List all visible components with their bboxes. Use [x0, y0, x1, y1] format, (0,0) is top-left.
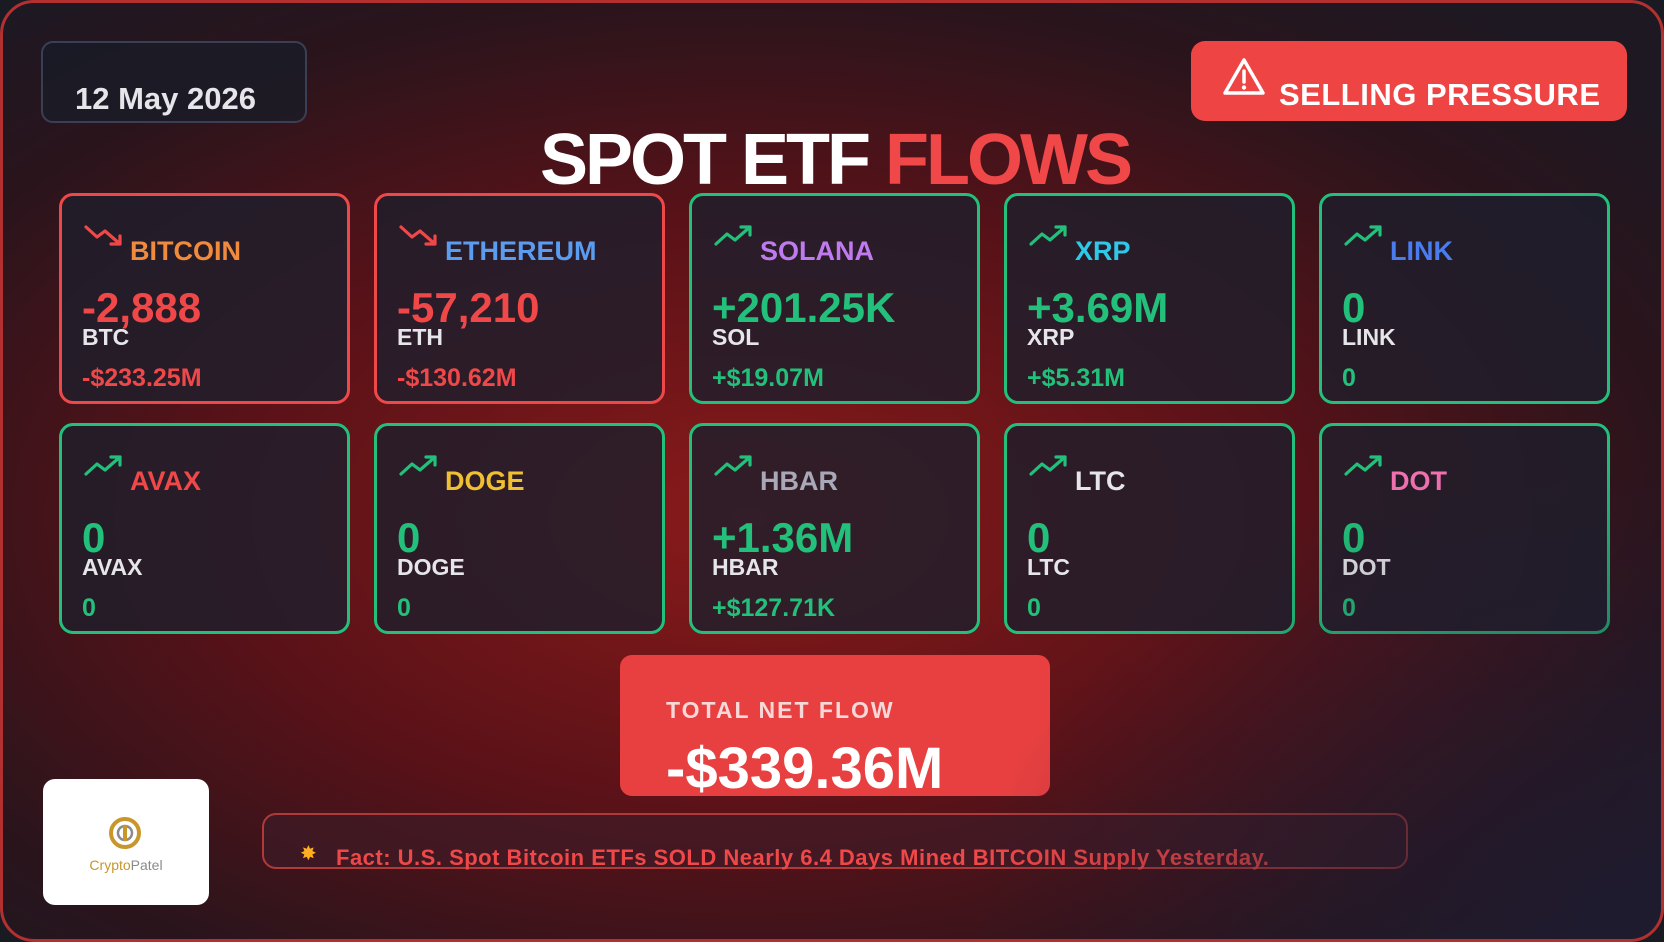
coin-amount: 0 [1342, 284, 1366, 331]
coin-usd-value: 0 [1342, 364, 1356, 392]
trending-down-icon [399, 225, 437, 246]
trending-down-icon [84, 225, 122, 246]
total-net-flow-box: TOTAL NET FLOW -$339.36M [620, 655, 1050, 801]
coin-amount: +3.69M [1027, 284, 1169, 331]
trending-up-icon [1344, 225, 1382, 246]
coin-card-sol: SOLANA +201.25K SOL +$19.07M [689, 193, 980, 404]
coin-amount: +1.36M [712, 514, 854, 561]
warning-icon [1223, 58, 1265, 95]
trending-up-icon [1344, 455, 1382, 476]
collision-icon: ✸ [300, 843, 317, 865]
coin-symbol: DOGE [397, 554, 465, 580]
total-net-flow-value: -$339.36M [666, 736, 944, 801]
coin-name: SOLANA [760, 236, 874, 266]
trending-up-icon [399, 455, 437, 476]
coin-card-dot: DOT 0 DOT 0 [1319, 423, 1610, 634]
coin-symbol: DOT [1342, 554, 1391, 580]
coin-usd-value: +$19.07M [712, 364, 824, 392]
coin-amount: 0 [1027, 514, 1051, 561]
coin-card-link: LINK 0 LINK 0 [1319, 193, 1610, 404]
coin-name: AVAX [130, 466, 202, 496]
coin-amount: -2,888 [82, 284, 202, 331]
coin-symbol: LINK [1342, 324, 1396, 350]
title-part-white: SPOT ETF [540, 120, 871, 200]
fact-text: Fact: U.S. Spot Bitcoin ETFs SOLD Nearly… [336, 845, 1270, 870]
coin-name: DOGE [445, 466, 525, 496]
coin-name: HBAR [760, 466, 838, 496]
selling-pressure-badge: SELLING PRESSURE [1191, 41, 1627, 121]
coin-card-hbar: HBAR +1.36M HBAR +$127.71K [689, 423, 980, 634]
coin-symbol: BTC [82, 324, 130, 350]
trending-up-icon [714, 225, 752, 246]
coin-name: XRP [1075, 236, 1131, 266]
coin-usd-value: -$130.62M [397, 364, 517, 392]
coin-card-btc: BITCOIN -2,888 BTC -$233.25M [59, 193, 350, 404]
coin-amount: 0 [397, 514, 421, 561]
coin-card-avax: AVAX 0 AVAX 0 [59, 423, 350, 634]
coin-symbol: LTC [1027, 554, 1071, 580]
coin-symbol: XRP [1027, 324, 1075, 350]
coin-name: BITCOIN [130, 236, 241, 266]
total-net-flow-label: TOTAL NET FLOW [666, 697, 895, 723]
trending-up-icon [1029, 455, 1067, 476]
coin-card-xrp: XRP +3.69M XRP +$5.31M [1004, 193, 1295, 404]
trending-up-icon [714, 455, 752, 476]
coin-card-ltc: LTC 0 LTC 0 [1004, 423, 1295, 634]
coin-card-eth: ETHEREUM -57,210 ETH -$130.62M [374, 193, 665, 404]
coin-usd-value: 0 [82, 594, 96, 622]
coin-usd-value: +$127.71K [712, 594, 836, 622]
coin-symbol: AVAX [82, 554, 143, 580]
logo-mark-icon [109, 817, 141, 849]
coin-amount: -57,210 [397, 284, 540, 331]
logo-text-crypto: Crypto [89, 857, 131, 873]
coin-usd-value: +$5.31M [1027, 364, 1125, 392]
coin-amount: 0 [82, 514, 106, 561]
coin-symbol: SOL [712, 324, 760, 350]
coin-usd-value: 0 [1027, 594, 1041, 622]
coin-name: DOT [1390, 466, 1447, 496]
coin-usd-value: -$233.25M [82, 364, 202, 392]
trending-up-icon [84, 455, 122, 476]
fact-banner: ✸ Fact: U.S. Spot Bitcoin ETFs SOLD Near… [262, 813, 1408, 870]
date-box: 12 May 2026 [41, 41, 307, 123]
coin-name: LINK [1390, 236, 1453, 266]
coin-amount: 0 [1342, 514, 1366, 561]
coin-card-doge: DOGE 0 DOGE 0 [374, 423, 665, 634]
alert-label: SELLING PRESSURE [1279, 77, 1601, 112]
coin-usd-value: 0 [1342, 594, 1356, 622]
coin-name: LTC [1075, 466, 1126, 496]
page-title: SPOT ETF FLOWS [3, 119, 1661, 201]
coin-name: ETHEREUM [445, 236, 597, 266]
coin-symbol: HBAR [712, 554, 779, 580]
date-label: 12 May 2026 [75, 81, 256, 116]
coin-usd-value: 0 [397, 594, 411, 622]
coin-symbol: ETH [397, 324, 443, 350]
logo-text-patel: Patel [130, 857, 163, 873]
brand-logo: CryptoPatel [43, 779, 209, 905]
logo-wordmark: CryptoPatel [43, 857, 209, 873]
title-part-red: FLOWS [885, 120, 1133, 200]
coin-amount: +201.25K [712, 284, 896, 331]
trending-up-icon [1029, 225, 1067, 246]
